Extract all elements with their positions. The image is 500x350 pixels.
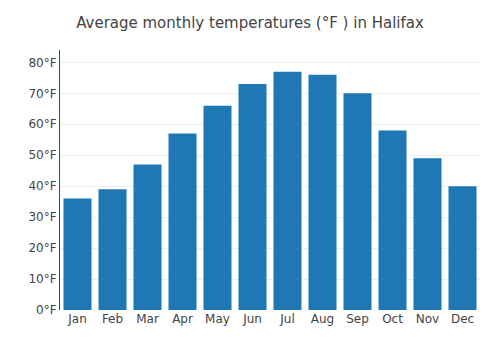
svg-text:40°F: 40°F [28,179,56,193]
svg-text:Dec: Dec [451,312,474,326]
svg-text:Mar: Mar [136,312,159,326]
svg-text:80°F: 80°F [28,56,56,70]
svg-text:Sep: Sep [346,312,369,326]
svg-text:Feb: Feb [102,312,123,326]
svg-text:20°F: 20°F [28,241,56,255]
svg-text:50°F: 50°F [28,148,56,162]
svg-text:60°F: 60°F [28,117,56,131]
svg-text:Jan: Jan [67,312,87,326]
svg-text:0°F: 0°F [36,303,57,317]
svg-text:Average monthly temperatures (: Average monthly temperatures (°F ) in Ha… [76,14,424,32]
svg-text:May: May [205,312,230,326]
svg-text:Nov: Nov [416,312,439,326]
svg-text:Jun: Jun [242,312,262,326]
svg-text:70°F: 70°F [28,87,56,101]
svg-text:Oct: Oct [382,312,403,326]
svg-text:Apr: Apr [172,312,193,326]
svg-text:Aug: Aug [311,312,334,326]
svg-text:30°F: 30°F [28,210,56,224]
svg-text:Jul: Jul [279,312,294,326]
svg-text:10°F: 10°F [28,272,56,286]
